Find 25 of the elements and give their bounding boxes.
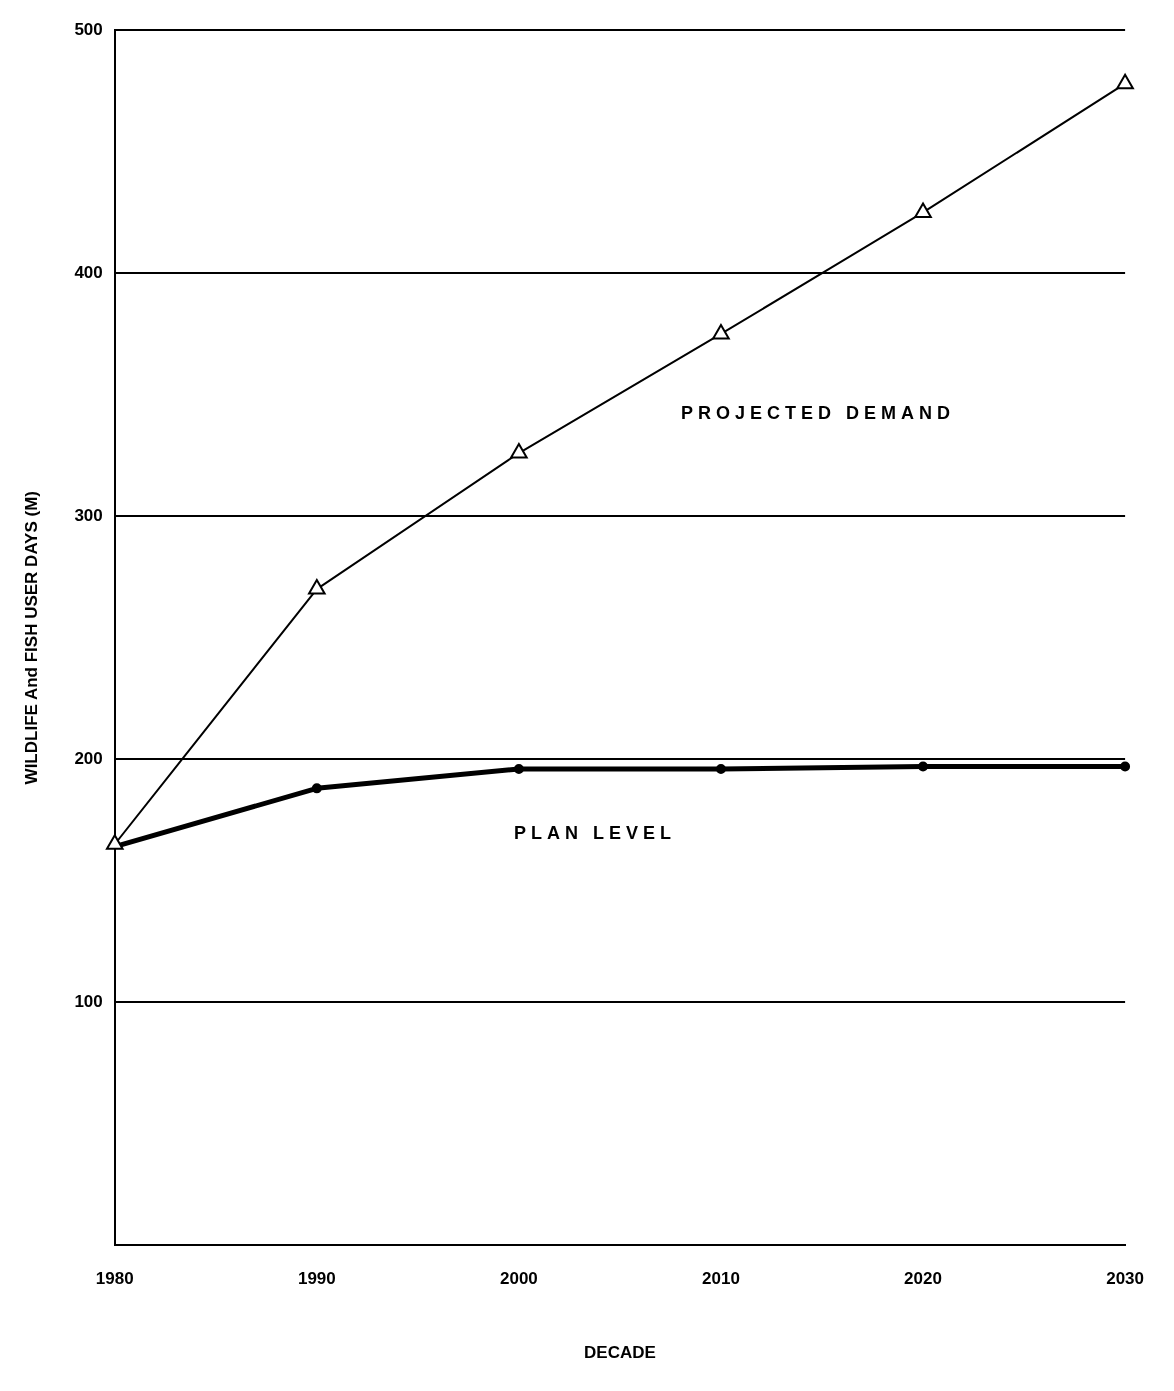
y-tick-label: 400 xyxy=(74,262,103,282)
point xyxy=(311,783,322,794)
point xyxy=(510,443,528,459)
point xyxy=(712,323,730,340)
x-tick-label: 2010 xyxy=(702,1269,740,1289)
x-tick-label: 2030 xyxy=(1106,1269,1144,1289)
point xyxy=(308,579,326,595)
x-tick-label: 2020 xyxy=(904,1269,942,1289)
point xyxy=(513,763,524,774)
x-tick-label: 1990 xyxy=(297,1269,336,1289)
point xyxy=(715,763,726,774)
point xyxy=(1116,73,1134,90)
point xyxy=(914,202,932,218)
point xyxy=(1120,761,1131,772)
y-axis-title: WILDLIFE And FISH USER DAYS (M) xyxy=(21,491,41,785)
y-tick-label: 100 xyxy=(74,991,103,1011)
text: PLAN LEVEL xyxy=(513,822,676,843)
y-tick-label: 300 xyxy=(74,505,103,525)
y-tick-label: 500 xyxy=(74,19,103,39)
text: PROJECTED DEMAND xyxy=(680,402,955,423)
y-tick-label: 200 xyxy=(74,748,103,768)
point xyxy=(918,761,929,772)
x-tick-label: 2000 xyxy=(499,1269,538,1289)
x-axis-title: DECADE xyxy=(584,1343,656,1363)
x-tick-label: 1980 xyxy=(95,1269,134,1289)
